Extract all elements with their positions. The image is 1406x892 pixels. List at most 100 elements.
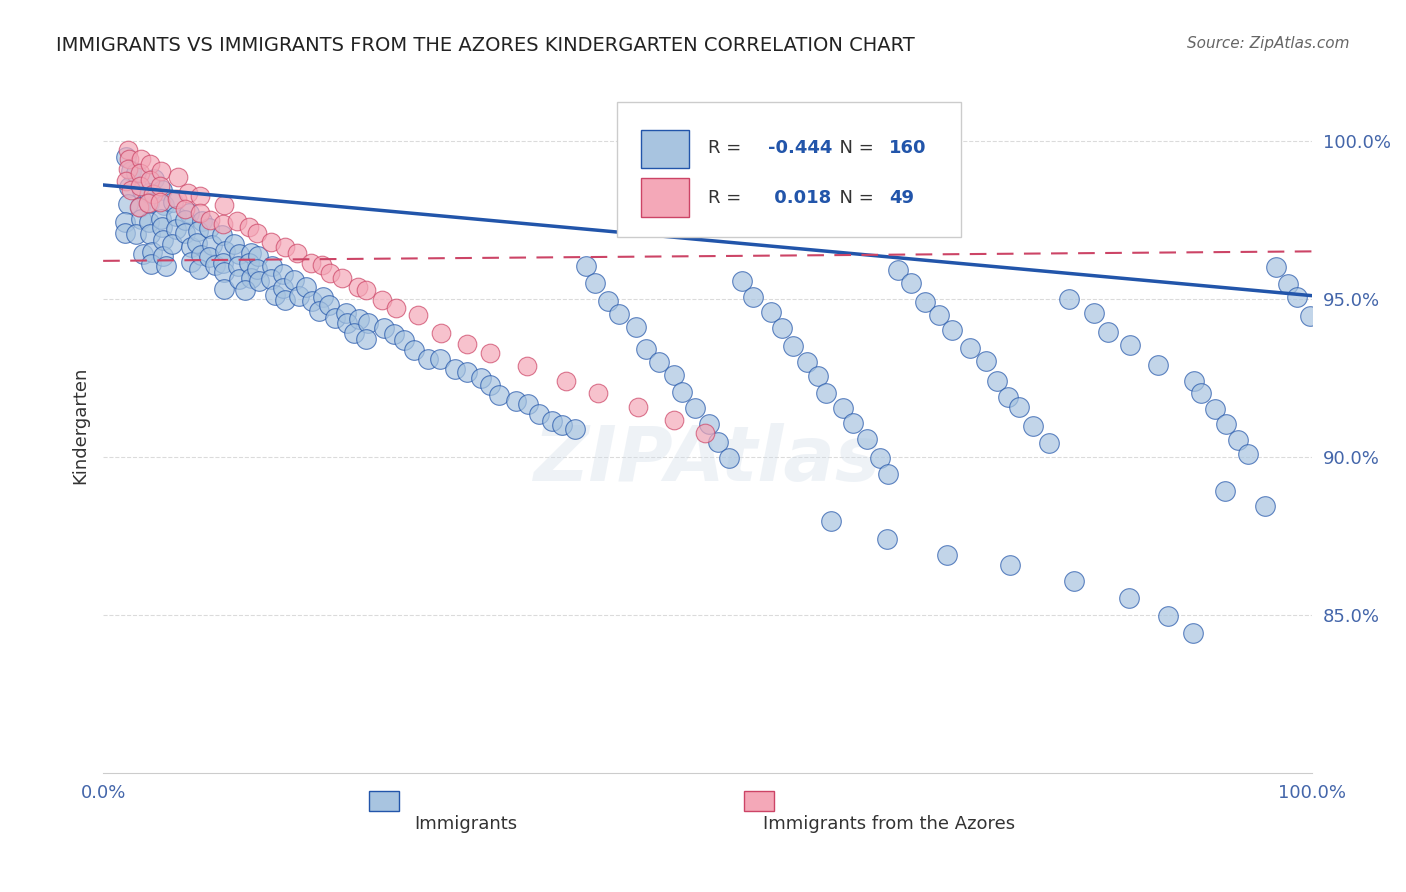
Point [129,200,152,214]
Point [1204,402,1226,417]
Point [211,256,233,270]
Point [129,178,152,193]
Point [624,320,647,334]
Point [188,261,211,276]
Point [586,385,609,400]
Point [357,316,380,330]
Point [247,274,270,288]
Point [596,294,619,309]
Point [190,248,212,262]
Point [287,289,309,303]
Point [815,385,838,400]
Point [887,262,910,277]
Point [354,283,377,297]
Point [246,227,269,241]
Text: 49: 49 [889,189,914,207]
Point [238,255,260,269]
Point [404,343,426,358]
Point [318,298,340,312]
Point [470,371,492,385]
Point [136,195,159,210]
Point [118,180,141,194]
Point [1215,417,1237,432]
Text: -0.444: -0.444 [768,139,832,157]
Point [1038,436,1060,450]
Point [132,247,155,261]
Point [149,195,172,210]
Point [187,224,209,238]
Point [319,267,342,281]
Point [876,467,898,481]
Point [260,235,283,250]
Point [240,246,263,260]
Point [311,258,333,272]
Point [188,206,211,220]
Point [997,390,1019,404]
Point [444,362,467,376]
Point [226,213,249,227]
Point [807,369,830,384]
Point [706,435,728,450]
Point [149,212,172,227]
Point [551,417,574,432]
Point [1181,626,1204,640]
Point [222,237,245,252]
Point [406,308,429,322]
Point [131,183,153,197]
Point [1277,277,1299,292]
Point [986,374,1008,388]
Point [274,239,297,253]
Point [228,272,250,286]
Point [128,166,150,180]
Text: R =: R = [707,139,747,157]
Point [177,206,200,220]
Point [782,339,804,353]
Text: 0.018: 0.018 [768,189,831,207]
Point [832,401,855,416]
Point [117,143,139,157]
Point [149,178,172,193]
Point [125,166,148,180]
Point [167,169,190,184]
Point [664,413,686,427]
Point [385,301,408,316]
Point [343,326,366,341]
Point [150,183,173,197]
Point [301,294,323,309]
Point [323,310,346,325]
Point [974,354,997,368]
Point [166,192,188,206]
Point [648,355,671,369]
Point [176,186,198,201]
Point [155,259,177,273]
Point [125,227,148,242]
Point [671,385,693,400]
Point [120,183,142,197]
Point [117,196,139,211]
Point [1265,260,1288,274]
Text: R =: R = [707,189,747,207]
Point [247,249,270,263]
Point [717,451,740,466]
Point [139,173,162,187]
Point [246,262,269,277]
Point [515,359,537,373]
Point [165,209,187,223]
Point [1118,591,1140,605]
Point [1008,401,1031,415]
Point [1021,419,1043,434]
Point [165,222,187,236]
Point [240,271,263,285]
Point [856,432,879,446]
Point [796,355,818,369]
Point [226,259,249,273]
Point [180,240,202,254]
Point [1226,433,1249,447]
Point [564,422,586,436]
Point [900,276,922,290]
Point [173,202,195,216]
Point [138,157,160,171]
Point [274,293,297,308]
Point [228,247,250,261]
Point [294,280,316,294]
